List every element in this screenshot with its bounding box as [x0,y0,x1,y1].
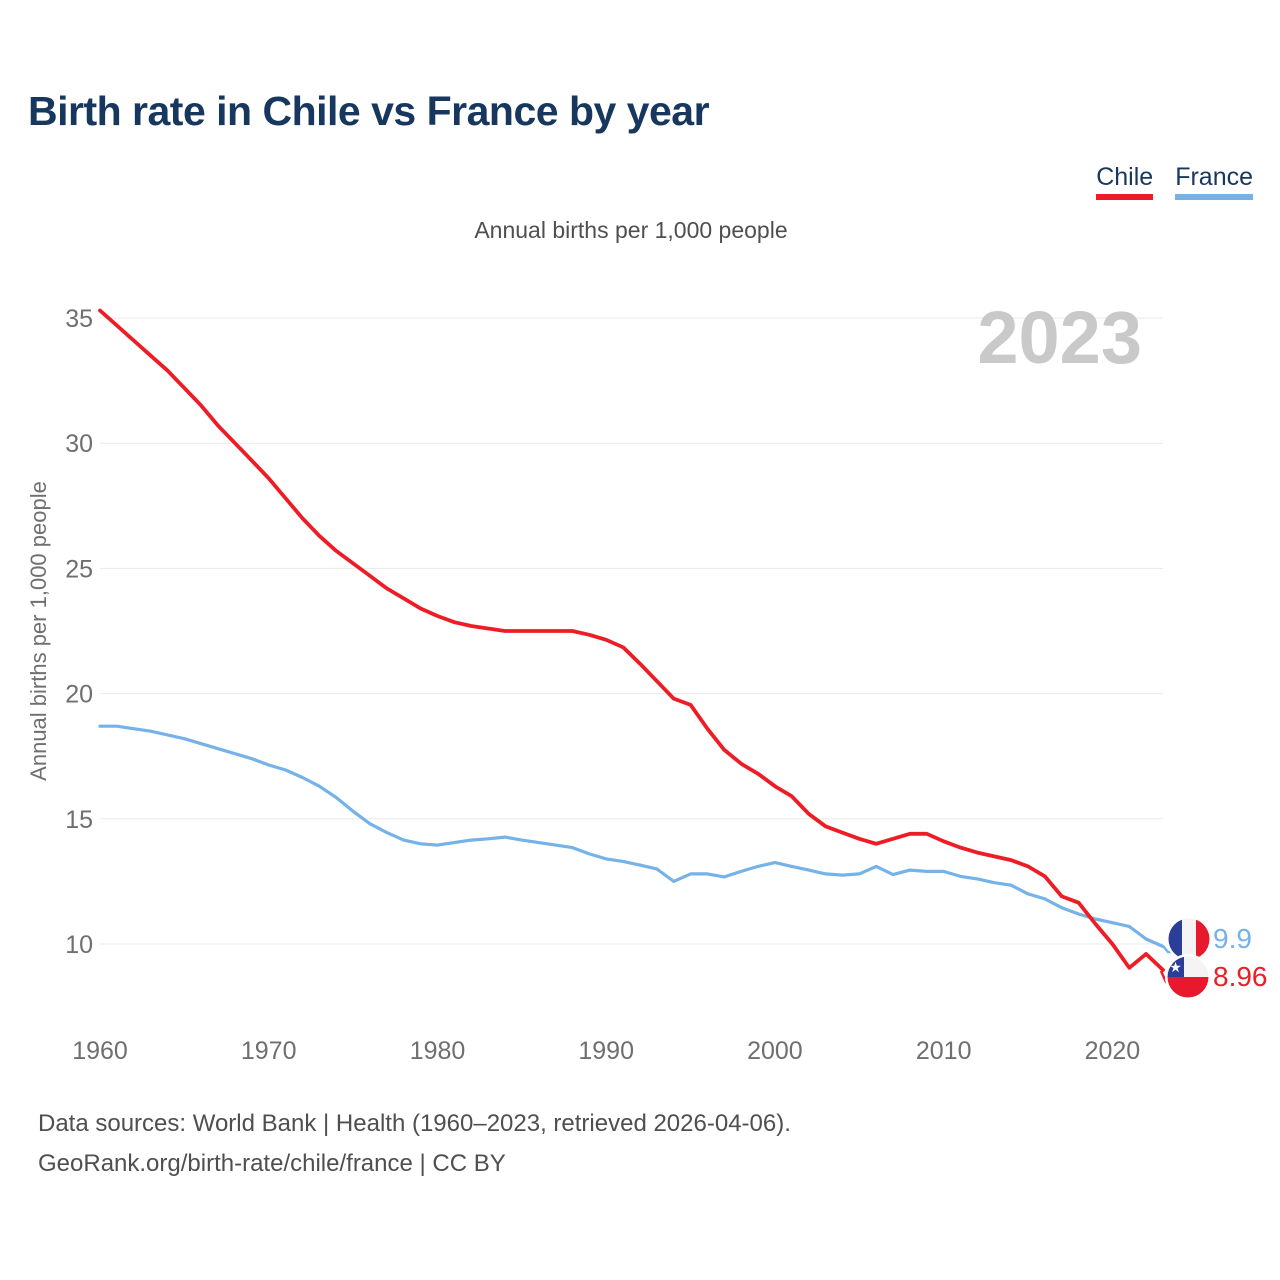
y-tick-label: 15 [65,806,93,834]
france-end-value: 9.9 [1213,923,1252,954]
x-tick-label: 1990 [578,1037,634,1065]
x-tick-label: 2000 [747,1037,803,1065]
series-lines [98,308,1165,972]
y-tick-label: 35 [65,305,93,333]
x-tick-label: 1960 [72,1037,128,1065]
legend-item-france[interactable]: France [1175,162,1253,200]
y-axis-title: Annual births per 1,000 people [26,481,51,781]
x-tick-label: 2020 [1085,1037,1141,1065]
chile-flag-icon: ★ [1165,954,1211,1000]
x-tick-label: 2010 [916,1037,972,1065]
gridlines [100,317,1163,945]
y-tick-label: 25 [65,555,93,583]
y-tick-label: 10 [65,931,93,959]
footer: Data sources: World Bank | Health (1960–… [38,1104,791,1184]
y-tick-label: 20 [65,681,93,709]
legend: Chile France [1096,162,1253,200]
chart-subtitle: Annual births per 1,000 people [474,217,788,243]
france-flag-icon [1166,916,1212,962]
legend-swatch-france [1175,194,1253,200]
legend-item-chile[interactable]: Chile [1096,162,1154,200]
series-line-france [98,724,1165,949]
series-line-chile [98,308,1165,972]
footer-data-sources: Data sources: World Bank | Health (1960–… [38,1110,791,1137]
legend-swatch-chile [1096,194,1154,200]
legend-label-chile: Chile [1096,163,1154,191]
x-tick-label: 1980 [410,1037,466,1065]
y-tick-label: 30 [65,430,93,458]
footer-url: GeoRank.org/birth-rate/chile/france | CC… [38,1150,506,1177]
x-tick-label: 1970 [241,1037,297,1065]
legend-label-france: France [1175,163,1253,191]
chile-end-value: 8.96 [1213,961,1268,992]
y-axis-labels: 35 30 25 20 15 10 [65,305,93,959]
x-axis-labels: 1960 1970 1980 1990 2000 2010 2020 [72,1037,1140,1065]
page-title: Birth rate in Chile vs France by year [28,88,710,134]
year-watermark: 2023 [977,296,1142,379]
